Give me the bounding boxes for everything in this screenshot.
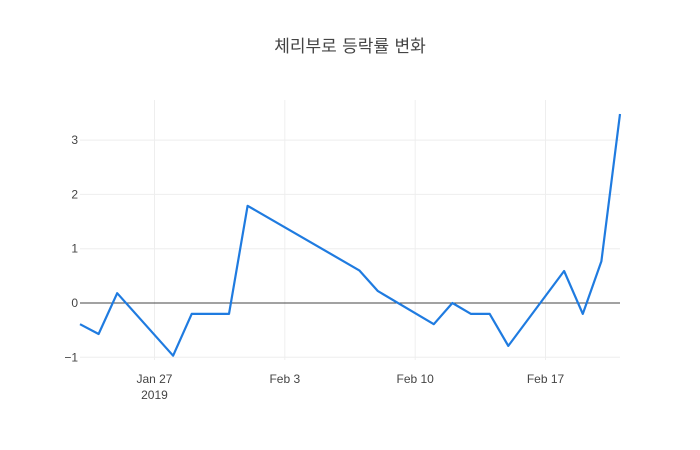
- x-tick-year-label: 2019: [141, 388, 168, 402]
- gridlines: [80, 100, 620, 360]
- data-line: [79, 113, 622, 357]
- x-tick-label: Feb 10: [396, 372, 434, 386]
- x-axis: Jan 27 2019 Feb 3 Feb 10 Feb 17: [136, 372, 564, 402]
- y-tick-label: 0: [71, 296, 78, 310]
- y-axis: 3 2 1 0 −1: [64, 133, 78, 364]
- y-tick-label: 3: [71, 133, 78, 147]
- y-tick-label: 2: [71, 187, 78, 201]
- y-tick-label: −1: [64, 350, 78, 364]
- chart-title: 체리부로 등락률 변화: [274, 37, 426, 57]
- y-tick-label: 1: [71, 242, 78, 256]
- x-tick-label: Feb 17: [527, 372, 565, 386]
- x-tick-label: Jan 27: [136, 372, 172, 386]
- x-tick-label: Feb 3: [269, 372, 300, 386]
